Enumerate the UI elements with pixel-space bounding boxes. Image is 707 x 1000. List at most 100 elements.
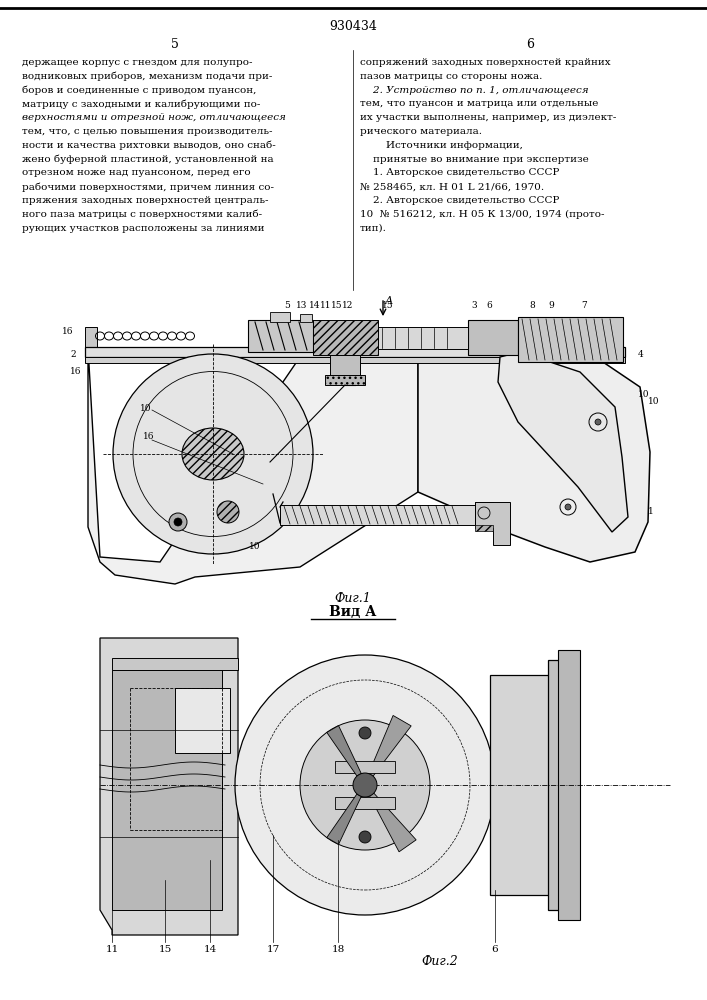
Circle shape	[169, 513, 187, 531]
Text: 8: 8	[529, 301, 535, 310]
Bar	[85, 347, 625, 357]
Circle shape	[565, 504, 571, 510]
Text: водниковых приборов, механизм подачи при-: водниковых приборов, механизм подачи при…	[22, 72, 272, 81]
Bar	[475, 502, 493, 528]
Ellipse shape	[182, 428, 244, 480]
Text: 2: 2	[70, 350, 76, 359]
Text: Фиг.2: Фиг.2	[421, 955, 458, 968]
Text: боров и соединенные с приводом пуансон,: боров и соединенные с приводом пуансон,	[22, 86, 257, 95]
Bar	[490, 675, 562, 895]
Text: жено буферной пластиной, установленной на: жено буферной пластиной, установленной н…	[22, 155, 274, 164]
Bar	[475, 525, 493, 531]
Circle shape	[300, 720, 430, 850]
Text: тем, что пуансон и матрица или отдельные: тем, что пуансон и матрица или отдельные	[360, 99, 598, 108]
Text: сопряжений заходных поверхностей крайних: сопряжений заходных поверхностей крайних	[360, 58, 611, 67]
Text: пазов матрицы со стороны ножа.: пазов матрицы со стороны ножа.	[360, 72, 542, 81]
Bar	[313, 320, 378, 355]
Text: 15: 15	[331, 301, 343, 310]
Text: 15: 15	[158, 945, 172, 954]
Text: Фиг.1: Фиг.1	[334, 592, 371, 605]
Bar	[270, 312, 290, 322]
Polygon shape	[100, 638, 238, 935]
Circle shape	[174, 518, 182, 526]
Text: № 258465, кл. Н 01 L 21/66, 1970.: № 258465, кл. Н 01 L 21/66, 1970.	[360, 182, 544, 191]
Circle shape	[359, 727, 371, 739]
Bar	[112, 670, 222, 910]
Text: 7: 7	[581, 301, 587, 310]
Text: рического материала.: рического материала.	[360, 127, 482, 136]
Polygon shape	[418, 357, 650, 562]
Circle shape	[235, 655, 495, 915]
Text: 14: 14	[309, 301, 321, 310]
Circle shape	[595, 419, 601, 425]
Text: матрицу с заходными и калибрующими по-: матрицу с заходными и калибрующими по-	[22, 99, 260, 109]
Bar	[85, 327, 97, 355]
Text: принятые во внимание при экспертизе: принятые во внимание при экспертизе	[360, 155, 589, 164]
Text: их участки выполнены, например, из диэлект-: их участки выполнены, например, из диэле…	[360, 113, 617, 122]
Text: 11: 11	[320, 301, 332, 310]
Text: 17: 17	[267, 945, 280, 954]
Polygon shape	[327, 726, 361, 776]
Text: рабочими поверхностями, причем линния со-: рабочими поверхностями, причем линния со…	[22, 182, 274, 192]
Text: 6: 6	[491, 945, 498, 954]
Text: 15: 15	[382, 301, 394, 310]
Text: Вид А: Вид А	[329, 605, 377, 619]
Text: 12: 12	[342, 301, 354, 310]
Polygon shape	[327, 794, 361, 844]
Text: 2. Авторское свидетельство СССР: 2. Авторское свидетельство СССР	[360, 196, 559, 205]
Polygon shape	[88, 347, 418, 584]
Text: пряжения заходных поверхностей централь-: пряжения заходных поверхностей централь-	[22, 196, 269, 205]
Circle shape	[353, 773, 377, 797]
Text: 9: 9	[548, 301, 554, 310]
Text: 5: 5	[284, 301, 290, 310]
Text: 13: 13	[296, 301, 308, 310]
Bar	[300, 314, 312, 322]
Polygon shape	[367, 715, 411, 779]
Text: 6: 6	[486, 301, 492, 310]
Polygon shape	[475, 502, 510, 545]
Text: 11: 11	[105, 945, 119, 954]
Text: 930434: 930434	[329, 20, 377, 33]
Text: 10: 10	[140, 404, 151, 413]
Bar	[378, 327, 468, 349]
Ellipse shape	[113, 354, 313, 554]
Text: 10: 10	[250, 542, 261, 551]
Bar	[518, 317, 623, 362]
Bar	[248, 320, 313, 352]
Text: отрезном ноже над пуансоном, перед его: отрезном ноже над пуансоном, перед его	[22, 168, 250, 177]
Circle shape	[217, 501, 239, 523]
Text: 1. Авторское свидетельство СССР: 1. Авторское свидетельство СССР	[360, 168, 559, 177]
Text: 10: 10	[638, 390, 650, 399]
Text: 10: 10	[648, 397, 660, 406]
Text: 3: 3	[471, 301, 477, 310]
Bar	[335, 761, 395, 773]
Text: 2. Устройство по п. 1, отличающееся: 2. Устройство по п. 1, отличающееся	[360, 86, 589, 95]
Text: 16: 16	[70, 367, 81, 376]
Polygon shape	[498, 352, 628, 532]
Bar	[330, 355, 360, 377]
Text: держащее корпус с гнездом для полупро-: держащее корпус с гнездом для полупро-	[22, 58, 252, 67]
Bar	[85, 357, 625, 363]
Bar	[325, 375, 365, 385]
Bar	[468, 320, 518, 355]
Text: 16: 16	[143, 432, 155, 441]
Circle shape	[359, 831, 371, 843]
Text: тип).: тип).	[360, 224, 387, 233]
Bar	[558, 650, 580, 920]
Bar	[548, 660, 578, 910]
Text: Источники информации,: Источники информации,	[360, 141, 523, 150]
Text: ного паза матрицы с поверхностями калиб-: ного паза матрицы с поверхностями калиб-	[22, 210, 262, 219]
Text: 18: 18	[332, 945, 344, 954]
Text: А: А	[385, 296, 393, 306]
Text: ности и качества рихтовки выводов, оно снаб-: ности и качества рихтовки выводов, оно с…	[22, 141, 276, 150]
Text: тем, что, с целью повышения производитель-: тем, что, с целью повышения производител…	[22, 127, 272, 136]
Text: 10  № 516212, кл. Н 05 К 13/00, 1974 (прото-: 10 № 516212, кл. Н 05 К 13/00, 1974 (про…	[360, 210, 604, 219]
Text: 4: 4	[638, 350, 644, 359]
Text: 5: 5	[171, 37, 179, 50]
Bar	[280, 505, 475, 525]
Text: верхностями и отрезной нож, отличающееся: верхностями и отрезной нож, отличающееся	[22, 113, 286, 122]
Text: рующих участков расположены за линиями: рующих участков расположены за линиями	[22, 224, 264, 233]
Text: 16: 16	[62, 327, 74, 336]
Text: 6: 6	[526, 37, 534, 50]
Bar	[335, 797, 395, 809]
